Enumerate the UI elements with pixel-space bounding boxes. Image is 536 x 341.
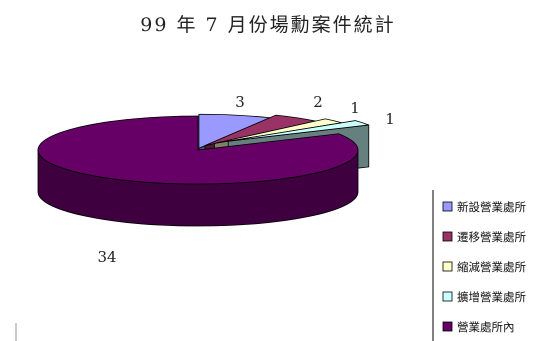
data-label-0: 3 [235,93,245,111]
data-labels: 3 2 1 1 34 [97,93,394,266]
data-label-3: 1 [385,110,395,128]
pie-group [37,113,370,227]
legend-label-4: 營業處所內 [457,320,515,334]
legend-swatch-3 [442,291,453,302]
pie-slice-3 [228,120,369,142]
legend-swatch-0 [442,201,453,212]
legend-swatch-2 [442,261,453,272]
data-label-4: 34 [97,248,116,266]
data-label-1: 2 [313,93,323,111]
legend-label-2: 縮減營業處所 [457,260,526,274]
chart-title: 99 年 7 月份場勳案件統計 [140,14,395,36]
legend-label-0: 新設營業處所 [457,200,526,214]
pie-slice-4 [37,115,359,185]
data-label-2: 1 [350,99,360,117]
legend-swatch-4 [442,321,453,332]
legend-label-3: 擴增營業處所 [457,290,526,304]
legend-label-1: 遷移營業處所 [457,230,526,244]
legend-swatch-1 [442,231,453,242]
